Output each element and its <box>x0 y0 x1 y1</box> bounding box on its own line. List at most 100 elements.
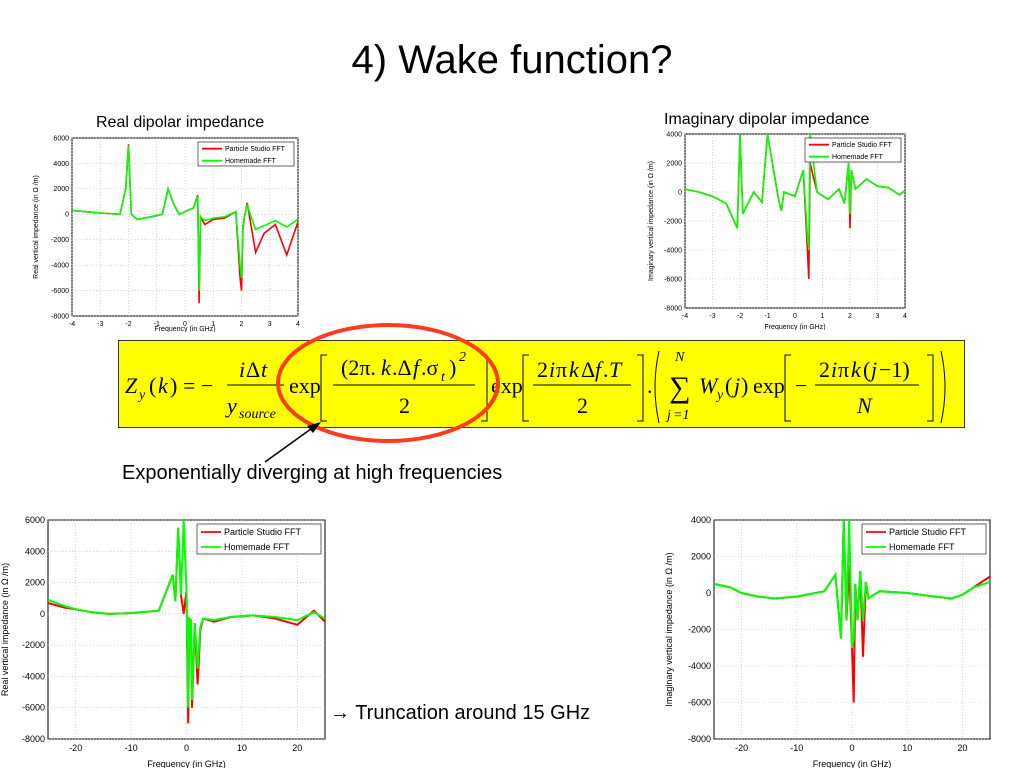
x-tick-label: 2 <box>240 321 244 328</box>
legend-box <box>197 141 295 167</box>
svg-text:Z: Z <box>125 373 138 398</box>
x-tick-label: -4 <box>69 321 75 328</box>
svg-text:(: ( <box>149 373 156 398</box>
svg-text:N: N <box>674 350 685 365</box>
x-axis-label: Frequency (in GHz) <box>147 759 226 768</box>
legend-label: Homemade FFT <box>224 542 290 552</box>
chart-real-impedance-wide: -20 -10 0 10 20 6000 4000 2000 0 -2000 -4000 -6000 -… <box>0 515 326 768</box>
x-tick-label: -3 <box>97 321 103 328</box>
legend-label: Homemade FFT <box>832 154 884 161</box>
legend-label: Particle Studio FFT <box>832 142 893 149</box>
y-tick-label: -2000 <box>51 237 69 244</box>
y-tick-label: 4000 <box>25 546 45 556</box>
svg-text:i: i <box>831 357 837 382</box>
x-tick-label: -1 <box>154 321 160 328</box>
svg-text:y: y <box>225 393 237 418</box>
x-tick-label: -2 <box>125 321 131 328</box>
right-arrow-icon: → <box>330 702 350 724</box>
y-tick-label: -8000 <box>51 313 69 320</box>
y-tick-label: -2000 <box>664 218 682 225</box>
annotation-truncation-text: Truncation around 15 GHz <box>355 702 591 724</box>
svg-text:exp: exp <box>289 373 321 398</box>
svg-text:Δ: Δ <box>246 357 260 382</box>
y-axis-label: Real vertical impedance (in Ω /m) <box>33 175 40 279</box>
x-tick-label: 4 <box>903 313 907 320</box>
legend-label: Particle Studio FFT <box>224 527 302 537</box>
svg-text:π: π <box>556 357 567 382</box>
y-tick-label: -6000 <box>22 703 45 713</box>
pointer-arrow <box>264 422 321 463</box>
svg-text:j: j <box>868 357 877 382</box>
svg-text:): ) <box>170 373 177 398</box>
y-tick-label: 0 <box>65 212 69 219</box>
legend-box <box>861 523 987 555</box>
y-tick-label: 4000 <box>666 131 682 138</box>
svg-text:y: y <box>715 388 724 403</box>
x-tick-label: 10 <box>237 743 247 753</box>
x-tick-label: 10 <box>902 743 912 753</box>
x-tick-label: 3 <box>876 313 880 320</box>
svg-text:W: W <box>699 373 719 398</box>
x-axis-label: Frequency (in GHz) <box>813 759 892 768</box>
y-tick-label: 2000 <box>53 186 69 193</box>
y-tick-label: 4000 <box>691 515 711 525</box>
y-tick-label: -4000 <box>688 661 711 671</box>
y-tick-label: 4000 <box>53 161 69 168</box>
svg-text:.σ: .σ <box>421 355 439 380</box>
x-tick-label: -3 <box>709 313 715 320</box>
svg-text:t: t <box>441 370 446 385</box>
svg-text:source: source <box>239 407 276 422</box>
y-tick-label: -6000 <box>688 698 711 708</box>
x-tick-label: -20 <box>735 743 748 753</box>
svg-text:T: T <box>609 357 623 382</box>
y-tick-label: 2000 <box>666 160 682 167</box>
series-line-homemade <box>72 145 298 291</box>
series-line-homemade <box>48 520 325 708</box>
x-tick-label: -4 <box>682 313 688 320</box>
chart-imaginary-dipolar-impedance: -4 -3 -2 -1 0 1 2 3 4 4000 2000 0 -2000 -4000 -6000 -80… <box>648 131 907 330</box>
y-tick-label: 6000 <box>25 515 45 525</box>
svg-text:∑: ∑ <box>669 371 690 404</box>
svg-text:k: k <box>381 355 392 380</box>
x-tick-label: 20 <box>292 743 302 753</box>
svg-text:k: k <box>158 373 169 398</box>
y-tick-label: 0 <box>678 189 682 196</box>
svg-text:Δ: Δ <box>581 357 595 382</box>
x-tick-label: -20 <box>69 743 82 753</box>
svg-text:y: y <box>137 388 146 403</box>
y-tick-label: -8000 <box>688 734 711 744</box>
svg-text:): ) <box>449 355 456 380</box>
x-axis-label: Frequency (in GHz) <box>764 324 825 330</box>
x-tick-label: 2 <box>848 313 852 320</box>
chart-real-dipolar-impedance: -4 -3 -2 -1 0 1 2 3 4 6000 4000 2000 0 -2000 -4000 -600… <box>33 135 300 332</box>
svg-text:π: π <box>838 357 849 382</box>
svg-text:i: i <box>239 357 245 382</box>
svg-text:k: k <box>569 357 580 382</box>
x-tick-label: 3 <box>268 321 272 328</box>
legend-label: Particle Studio FFT <box>889 527 967 537</box>
svg-text:i: i <box>549 357 555 382</box>
y-tick-label: 2000 <box>25 578 45 588</box>
x-tick-label: 0 <box>793 313 797 320</box>
legend-label: Homemade FFT <box>225 158 277 165</box>
y-tick-label: 6000 <box>53 135 69 142</box>
y-tick-label: -6000 <box>664 276 682 283</box>
svg-text:f: f <box>413 355 422 380</box>
x-tick-label: -2 <box>737 313 743 320</box>
svg-text:(: ( <box>863 357 870 382</box>
svg-text:.Δ: .Δ <box>392 355 412 380</box>
x-tick-label: 4 <box>296 321 300 328</box>
x-tick-label: -10 <box>790 743 803 753</box>
chart-title-real: Real dipolar impedance <box>96 114 265 131</box>
svg-text:N: N <box>856 393 873 418</box>
svg-text:(: ( <box>725 373 732 398</box>
y-tick-label: -2000 <box>22 640 45 650</box>
svg-text:(2π.: (2π. <box>341 355 376 380</box>
svg-text:exp: exp <box>753 373 785 398</box>
series-line-homemade <box>714 520 990 648</box>
svg-text:2: 2 <box>577 393 588 418</box>
x-tick-label: -10 <box>125 743 138 753</box>
series-line-homemade <box>685 134 905 251</box>
